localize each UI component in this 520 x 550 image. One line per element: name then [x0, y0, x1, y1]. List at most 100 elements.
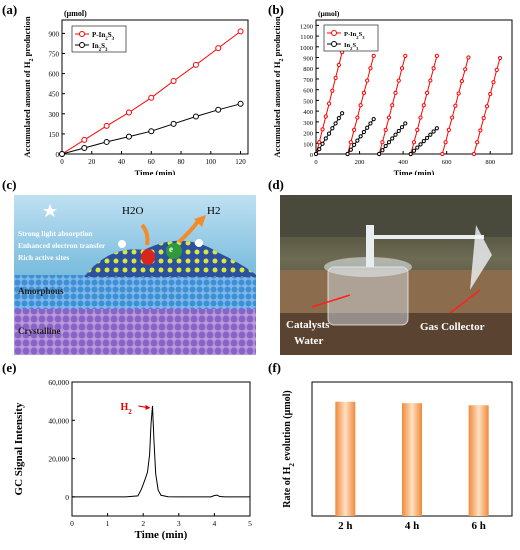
data-point	[170, 77, 177, 84]
plot-frame	[61, 19, 249, 155]
panel-label-f: (f)	[268, 360, 281, 375]
data-point	[377, 151, 382, 157]
data-point	[424, 90, 430, 95]
label-catalysts: Catalysts	[286, 319, 330, 331]
legend-marker	[331, 41, 337, 47]
x-tick-label: 0	[314, 159, 317, 166]
red-particle	[141, 249, 155, 265]
label-gas-collector: Gas Collector	[420, 321, 485, 333]
peak-annotation: H2	[120, 402, 132, 416]
panel-label-e: (e)	[2, 360, 17, 375]
data-point	[125, 133, 132, 140]
data-point	[371, 117, 376, 122]
y-axis-label: Accumulated amount of H2 production	[272, 16, 285, 157]
y-tick-label: 1200	[300, 23, 313, 30]
x-tick-label: 0	[70, 519, 74, 528]
data-point	[408, 151, 413, 157]
panel-label-a: (a)	[2, 2, 18, 17]
data-point	[491, 80, 496, 85]
data-point	[317, 140, 322, 145]
data-point	[383, 127, 388, 132]
illustration-catalyst-art	[14, 204, 256, 355]
y-tick-label: 40,000	[48, 416, 69, 425]
data-point	[475, 140, 480, 145]
legend-marker	[79, 42, 85, 48]
y-tick-label: 900	[303, 56, 313, 63]
plot-frame	[71, 381, 251, 517]
data-point	[428, 78, 433, 83]
data-point	[453, 103, 458, 108]
label-crystalline: Crystalline	[18, 326, 61, 336]
y-tick-label: 60,000	[48, 378, 69, 387]
illustration-catalyst: Strong light absorption Enhanced electro…	[14, 195, 256, 355]
data-point	[368, 66, 373, 71]
data-point	[326, 131, 332, 136]
category-label: 6 h	[471, 520, 485, 532]
data-point	[336, 62, 341, 68]
data-point	[103, 122, 110, 129]
x-tick-label: 80	[178, 158, 186, 166]
data-point	[418, 142, 423, 147]
data-point	[471, 151, 476, 157]
panel-label-b: (b)	[268, 2, 284, 17]
data-point	[434, 53, 439, 59]
legend-box	[71, 25, 127, 53]
x-tick-label: 3	[177, 519, 181, 528]
data-point	[365, 78, 370, 83]
data-point	[488, 91, 493, 97]
data-point	[399, 125, 405, 130]
data-point	[396, 78, 401, 83]
data-point	[59, 151, 65, 157]
plot-frame	[315, 19, 513, 155]
data-point	[336, 115, 341, 121]
legend-entry: P-In2S3	[344, 31, 365, 40]
bar	[402, 403, 422, 516]
data-point	[380, 148, 385, 153]
data-point	[440, 151, 445, 157]
data-point	[330, 88, 335, 93]
data-point	[386, 140, 392, 145]
data-point	[148, 128, 155, 135]
data-point	[317, 147, 322, 152]
y-axis-label: GC Signal Intensity	[13, 402, 25, 495]
data-point	[323, 136, 328, 141]
label-amorphous: Amorphous	[18, 286, 64, 296]
data-point	[81, 144, 88, 151]
x-tick-label: 40	[118, 158, 126, 166]
data-point	[358, 134, 363, 139]
data-point	[148, 94, 155, 101]
x-axis-label: Time (min)	[135, 168, 176, 175]
feature-active-sites: Rich active sites	[18, 253, 70, 262]
x-tick-label: 600	[442, 159, 452, 166]
y-tick-label: 500	[303, 98, 313, 105]
data-point	[358, 103, 363, 108]
data-point	[326, 101, 332, 106]
y-tick-label: 150	[49, 131, 60, 139]
data-point	[103, 138, 110, 145]
data-point	[355, 115, 360, 120]
data-point	[390, 103, 395, 108]
y-tick-label: 600	[49, 71, 60, 79]
data-point	[446, 127, 451, 132]
photo-apparatus-art	[280, 195, 512, 355]
data-point	[418, 115, 423, 120]
data-point	[390, 136, 395, 141]
x-tick-label: 4	[213, 519, 217, 528]
data-point	[348, 147, 353, 152]
data-point	[170, 120, 177, 127]
data-point	[81, 136, 88, 143]
y-tick-label: 0	[310, 152, 313, 159]
label-h2: H2	[207, 205, 221, 217]
data-point	[421, 103, 426, 108]
bar	[335, 401, 356, 516]
data-point	[459, 79, 465, 84]
y-axis-label: Accumulated amount of H2 production	[22, 16, 35, 157]
data-point	[386, 115, 392, 120]
data-point	[368, 121, 373, 126]
x-tick-label: 5	[248, 519, 252, 528]
data-point	[411, 140, 417, 145]
data-point	[313, 151, 319, 157]
unit-label: (μmol)	[64, 9, 87, 18]
data-point	[355, 138, 360, 143]
y-tick-label: 100	[303, 141, 313, 148]
